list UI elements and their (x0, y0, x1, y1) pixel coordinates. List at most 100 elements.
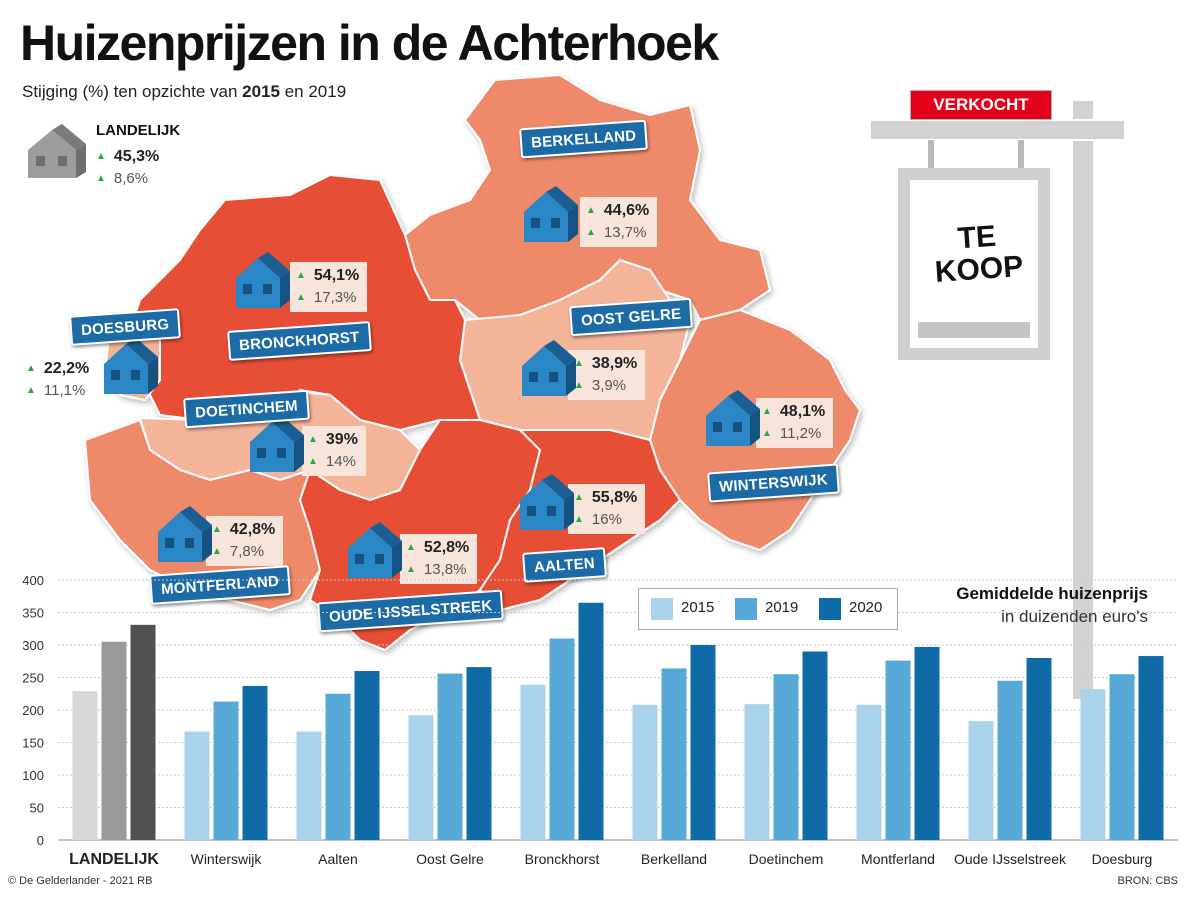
rise-2019: 11,1% (43, 382, 86, 399)
bar-2019 (213, 701, 239, 840)
house-icon (522, 340, 576, 396)
up-arrow-icon: ▲ (406, 564, 416, 575)
x-tick-label: Doesburg (1092, 851, 1153, 867)
legend-swatch-2015 (651, 598, 673, 620)
rise-2015: 22,2% (43, 360, 90, 377)
bar-2019 (101, 641, 127, 840)
bar-2019 (549, 638, 575, 840)
rise-2015: 44,6% (603, 202, 650, 219)
house-icon (104, 338, 158, 394)
up-arrow-icon: ▲ (762, 406, 772, 417)
legend-label-2019: 2019 (765, 599, 799, 616)
house-icon (158, 506, 212, 562)
house-icon (250, 416, 304, 472)
x-tick-label: Montferland (861, 851, 935, 867)
sold-banner: VERKOCHT (910, 90, 1052, 120)
bar-2015 (184, 731, 210, 840)
x-tick-label: Winterswijk (191, 851, 263, 867)
up-arrow-icon: ▲ (96, 151, 106, 162)
stat-berkelland: ▲ 44,6% ▲ 13,7% (580, 197, 658, 247)
rise-2019: 7,8% (229, 543, 265, 560)
bar-2015 (744, 704, 770, 840)
rise-2015: 55,8% (591, 489, 638, 506)
y-tick-label: 50 (30, 801, 44, 816)
bar-2019 (773, 674, 799, 840)
stat-oude-ijsselstreek: ▲ 52,8% ▲ 13,8% (400, 534, 478, 584)
up-arrow-icon: ▲ (96, 173, 106, 184)
x-tick-label: Oude IJsselstreek (954, 851, 1067, 867)
up-arrow-icon: ▲ (586, 205, 596, 216)
sign-hook-right (1018, 140, 1024, 168)
credit-text: © De Gelderlander - 2021 RB (8, 875, 153, 887)
up-arrow-icon: ▲ (26, 385, 36, 396)
rise-2015: 42,8% (229, 521, 276, 538)
sign-board-inner (910, 180, 1038, 348)
x-tick-label: Oost Gelre (416, 851, 484, 867)
bar-2019 (1109, 674, 1135, 840)
national-stats: ▲ 45,3% ▲ 8,6% (96, 146, 159, 190)
stat-doetinchem: ▲ 39% ▲ 14% (302, 426, 366, 476)
page-subtitle: Stijging (%) ten opzichte van 2015 en 20… (22, 82, 346, 102)
up-arrow-icon: ▲ (574, 358, 584, 369)
up-arrow-icon: ▲ (212, 546, 222, 557)
up-arrow-icon: ▲ (296, 292, 306, 303)
y-tick-label: 150 (22, 736, 44, 751)
rise-2019: 14% (325, 453, 356, 470)
x-tick-label: Doetinchem (749, 851, 824, 867)
rise-2019: 13,7% (603, 224, 647, 241)
y-tick-label: 350 (22, 606, 44, 621)
bar-2015 (408, 715, 434, 840)
house-icon (520, 474, 574, 530)
stat-doesburg: ▲ 22,2% ▲ 11,1% (20, 355, 97, 405)
house-icon (524, 186, 578, 242)
subtitle-post: en 2019 (280, 82, 347, 101)
y-tick-label: 200 (22, 703, 44, 718)
subtitle-pre: Stijging (%) ten opzichte van (22, 82, 243, 101)
sign-board-bar (918, 322, 1030, 338)
bar-2015 (1080, 689, 1106, 840)
bar-2020 (802, 651, 828, 840)
bar-2015 (296, 731, 322, 840)
bar-2015 (72, 691, 98, 840)
page-title: Huizenprijzen in de Achterhoek (20, 15, 719, 71)
rise-2015: 38,9% (591, 355, 638, 372)
bar-2020 (1138, 656, 1164, 840)
sign-hook-left (928, 140, 934, 168)
x-tick-label: LANDELIJK (69, 851, 159, 868)
y-tick-label: 0 (37, 833, 44, 848)
chart-legend: 2015 2019 2020 (638, 588, 898, 630)
bar-2020 (130, 624, 156, 840)
bar-2020 (466, 667, 492, 840)
house-icon (236, 252, 290, 308)
up-arrow-icon: ▲ (574, 380, 584, 391)
bar-2020 (242, 685, 268, 840)
y-tick-label: 300 (22, 638, 44, 653)
house-icon (706, 390, 760, 446)
rise-2015: 54,1% (313, 267, 360, 284)
subtitle-bold: 2015 (242, 82, 280, 101)
up-arrow-icon: ▲ (308, 434, 318, 445)
y-tick-label: 100 (22, 768, 44, 783)
stat-oost-gelre: ▲ 38,9% ▲ 3,9% (568, 350, 646, 400)
y-tick-label: 400 (22, 573, 44, 588)
national-rise-2015: 45,3% (113, 148, 160, 165)
bar-2019 (885, 660, 911, 840)
bar-2019 (437, 673, 463, 840)
stat-bronckhorst: ▲ 54,1% ▲ 17,3% (290, 262, 368, 312)
up-arrow-icon: ▲ (296, 270, 306, 281)
rise-2019: 17,3% (313, 289, 357, 306)
bar-2019 (325, 693, 351, 840)
rise-2019: 13,8% (423, 561, 467, 578)
stat-winterswijk: ▲ 48,1% ▲ 11,2% (756, 398, 834, 448)
x-tick-label: Bronckhorst (525, 851, 600, 867)
bar-2020 (1026, 658, 1052, 840)
bar-2020 (690, 645, 716, 840)
source-text: BRON: CBS (1117, 875, 1178, 887)
up-arrow-icon: ▲ (406, 542, 416, 553)
x-tick-label: Berkelland (641, 851, 707, 867)
sign-arm (869, 119, 1126, 141)
up-arrow-icon: ▲ (762, 428, 772, 439)
